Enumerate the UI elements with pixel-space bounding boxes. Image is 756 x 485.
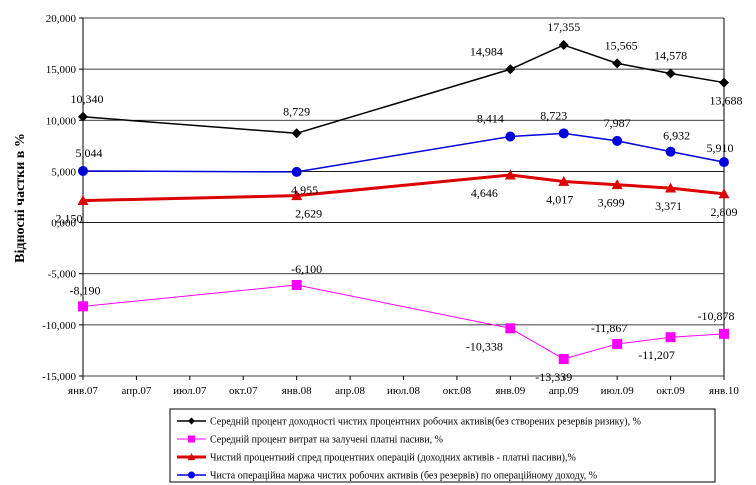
data-point-marker xyxy=(718,188,730,199)
y-tick-label: 5,000 xyxy=(51,166,76,178)
data-label: 17,355 xyxy=(547,20,580,34)
x-tick-label: янв.07 xyxy=(68,385,98,397)
x-tick-label: июл.07 xyxy=(173,385,207,397)
series-line-4 xyxy=(82,132,725,173)
data-point-marker xyxy=(78,111,88,122)
data-label: 8,414 xyxy=(477,112,504,126)
data-label: -8,190 xyxy=(70,283,101,297)
data-point-marker xyxy=(505,131,516,142)
data-label: 2,150 xyxy=(56,212,83,226)
legend-marker xyxy=(188,471,195,479)
data-point-marker xyxy=(665,146,676,157)
data-label: 4,017 xyxy=(546,192,573,206)
data-point-marker xyxy=(558,354,569,365)
data-point-marker xyxy=(719,157,729,168)
data-label: 8,729 xyxy=(283,104,310,118)
data-label: -11,867 xyxy=(591,321,628,335)
data-point-marker xyxy=(291,190,303,201)
data-label: 5,910 xyxy=(707,141,734,155)
data-label: 4,646 xyxy=(471,186,498,200)
legend-box xyxy=(169,408,716,483)
legend: Середній процент доходності чистих проце… xyxy=(177,417,641,482)
x-tick-label: янв.08 xyxy=(282,385,312,397)
x-tick-label: апр.07 xyxy=(121,385,151,397)
data-label: -6,100 xyxy=(291,262,322,276)
x-tick-label: окт.09 xyxy=(656,385,685,397)
y-tick-label: -5,000 xyxy=(48,269,77,281)
data-point-marker xyxy=(77,195,89,205)
data-label: -11,207 xyxy=(638,348,675,362)
data-point-marker xyxy=(719,77,729,88)
data-point-marker xyxy=(612,135,623,146)
data-labels-layer: 10,340 8,729 14,984 17,355 15,565 14,578 13,68… xyxy=(56,20,743,384)
data-label: 2,809 xyxy=(711,205,738,219)
data-label: 10,340 xyxy=(71,92,104,106)
series-line-3 xyxy=(82,173,725,203)
data-label: 3,371 xyxy=(655,199,682,213)
x-axis-ticks: янв.07 апр.07 июл.07 окт.07 янв.08 апр.08 июл.… xyxy=(68,376,739,397)
data-label: 8,723 xyxy=(540,108,567,122)
data-label: 14,984 xyxy=(470,44,503,58)
data-point-marker xyxy=(665,332,676,343)
data-point-marker xyxy=(612,58,623,69)
y-tick-label: 20,000 xyxy=(46,13,77,25)
y-tick-label: 10,000 xyxy=(46,115,77,127)
series-line-2 xyxy=(82,284,725,360)
data-point-marker xyxy=(611,179,623,190)
data-point-marker xyxy=(558,128,569,139)
legend-marker xyxy=(187,453,196,461)
x-tick-label: янв.09 xyxy=(495,385,525,397)
data-point-marker xyxy=(558,175,570,186)
data-label: 15,565 xyxy=(605,38,638,52)
data-point-marker xyxy=(612,338,623,349)
y-tick-label: 15,000 xyxy=(46,64,77,76)
legend-entry-label: Середній процент витрат на залучені плат… xyxy=(210,435,443,446)
data-point-marker xyxy=(504,169,516,180)
data-label: 4,955 xyxy=(291,183,318,197)
data-point-marker xyxy=(291,128,302,139)
data-label: 13,688 xyxy=(710,94,743,108)
y-tick-label: 0,000 xyxy=(51,218,76,230)
data-point-marker xyxy=(78,301,88,312)
x-tick-label: апр.09 xyxy=(549,385,579,397)
data-point-marker xyxy=(719,328,729,339)
series-layer xyxy=(77,40,730,365)
legend-marker xyxy=(188,417,195,425)
x-tick-label: июл.08 xyxy=(387,385,421,397)
x-tick-label: апр.08 xyxy=(335,385,365,397)
data-label: 14,578 xyxy=(654,48,687,62)
legend-entry-label: Чистий процентний спред процентних опера… xyxy=(210,453,576,464)
data-label: -13,339 xyxy=(535,370,572,384)
data-label: -10,338 xyxy=(466,339,503,353)
y-axis-ticks: 20,000 15,000 10,000 5,000 0,000 -5,000 -10,00… xyxy=(42,13,83,383)
data-point-marker xyxy=(78,165,88,176)
data-point-marker xyxy=(665,182,677,193)
data-point-marker xyxy=(291,279,302,290)
legend-entry-label: Чиста операційна маржа чистих робочих ак… xyxy=(210,471,597,482)
data-label: 7,987 xyxy=(604,116,631,130)
y-tick-label: -10,000 xyxy=(42,320,76,332)
data-point-marker xyxy=(505,323,516,334)
data-point-marker xyxy=(505,64,516,75)
x-tick-label: янв.10 xyxy=(709,385,739,397)
x-tick-label: окт.07 xyxy=(229,385,258,397)
data-point-marker xyxy=(665,68,676,79)
data-label: 5,044 xyxy=(76,146,103,160)
data-label: -10,878 xyxy=(698,309,735,323)
x-tick-label: окт.08 xyxy=(443,385,472,397)
data-label: 6,932 xyxy=(663,129,690,143)
y-axis-label: Відносні частки в % xyxy=(13,133,28,263)
legend-marker xyxy=(188,435,195,443)
data-label: 3,699 xyxy=(598,196,625,210)
data-point-marker xyxy=(558,40,569,51)
legend-entry-label: Середній процент доходності чистих проце… xyxy=(210,417,641,428)
x-tick-label: июл.09 xyxy=(601,385,635,397)
data-label: 2,629 xyxy=(295,207,322,221)
data-point-marker xyxy=(291,166,302,177)
y-tick-label: -15,000 xyxy=(42,371,76,383)
